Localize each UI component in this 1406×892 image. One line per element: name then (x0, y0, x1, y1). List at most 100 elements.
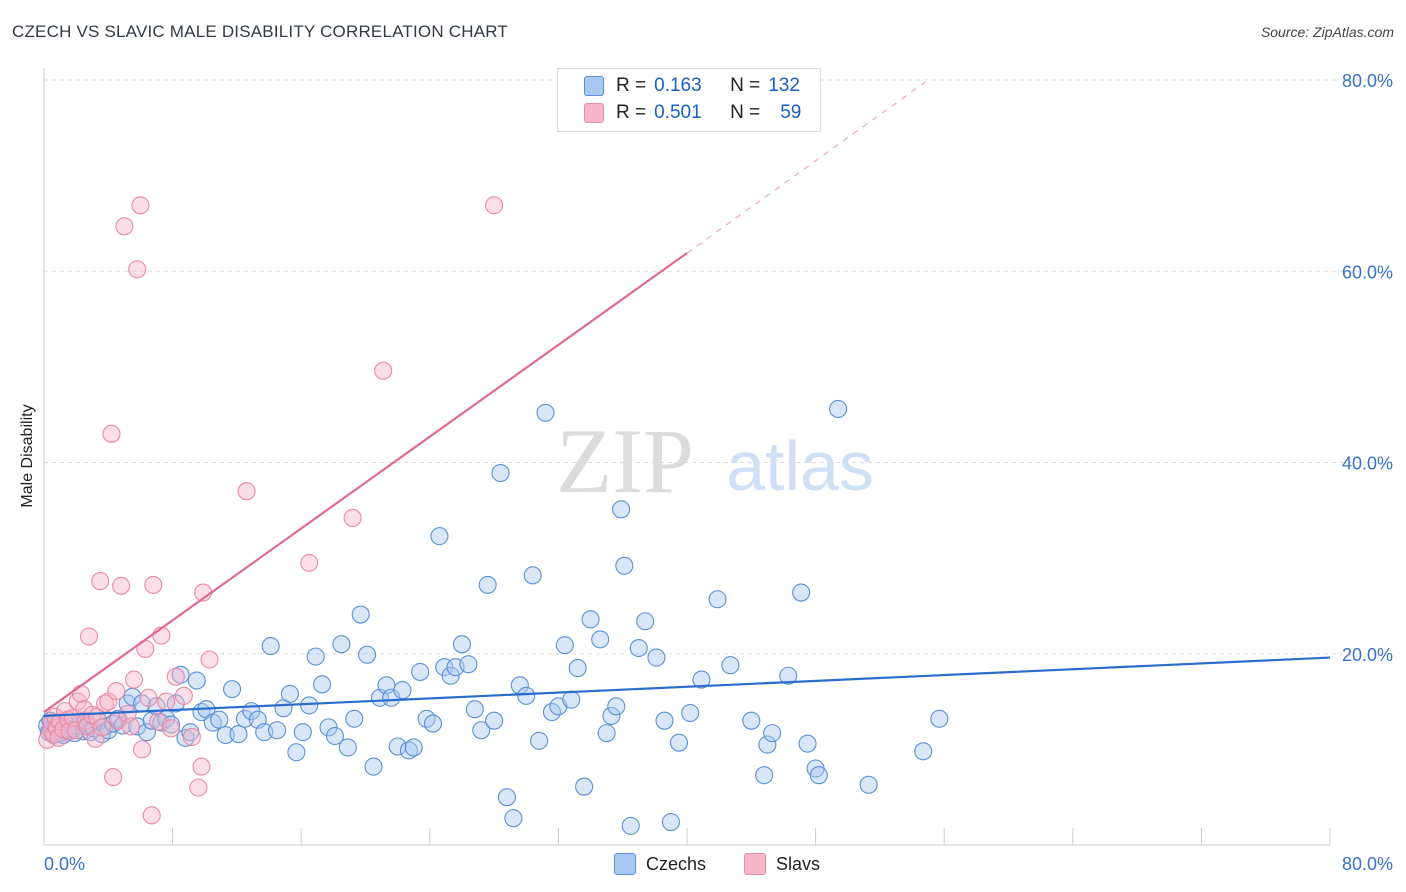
slavs-swatch (584, 103, 604, 123)
czech-point (536, 403, 555, 422)
slav-point (139, 688, 158, 707)
slavs-legend-swatch (744, 853, 766, 875)
czech-point (287, 743, 306, 762)
watermark-atlas: atlas (726, 427, 874, 505)
czech-point (441, 666, 460, 685)
series-slavs (38, 196, 504, 825)
czech-point (423, 714, 443, 733)
czech-point (176, 728, 195, 747)
czech-point (388, 737, 407, 756)
czech-point (465, 700, 484, 719)
slav-point (189, 778, 208, 797)
slav-point (107, 681, 126, 701)
n-value: 132 (768, 75, 800, 96)
czech-point (268, 721, 287, 740)
watermark-zip: ZIP (556, 410, 694, 512)
y-tick-label: 20.0% (1342, 645, 1393, 665)
slav-point (192, 757, 211, 776)
czech-point (187, 671, 206, 690)
slav-point (142, 806, 161, 825)
czech-point (669, 733, 689, 752)
slav-point (71, 684, 91, 703)
czech-point (235, 709, 254, 728)
r-value: 0.163 (654, 75, 702, 96)
slav-point (60, 722, 79, 741)
slav-point (182, 727, 201, 746)
slav-point (133, 740, 152, 759)
czech-point (364, 757, 383, 776)
source-credit: Source: ZipAtlas.com (1260, 24, 1394, 40)
czech-point (692, 670, 711, 689)
slav-point (92, 718, 111, 737)
legend-item-czechs[interactable]: Czechs (614, 852, 706, 876)
czech-point (575, 777, 594, 796)
czech-point (313, 675, 332, 694)
slav-point (161, 719, 181, 738)
czech-point (223, 680, 242, 699)
czech-point (629, 638, 648, 658)
n-label: N = (730, 102, 761, 123)
czech-point (137, 723, 156, 742)
slav-point (86, 729, 105, 748)
x-tick-label-min: 0.0% (44, 854, 85, 874)
czech-point (681, 703, 700, 723)
series-czechs (38, 399, 949, 835)
stats-legend: R = 0.163 N = 132 R = 0.501 N = 59 (557, 68, 821, 132)
czech-point (621, 816, 640, 835)
slav-point (128, 260, 147, 279)
czech-point (430, 527, 449, 546)
watermark: ZIP atlas (556, 410, 874, 512)
slav-point (104, 768, 123, 787)
slav-point (91, 572, 110, 591)
y-tick-label: 60.0% (1342, 262, 1393, 282)
chart-title: CZECH VS SLAVIC MALE DISABILITY CORRELAT… (12, 22, 508, 41)
slav-point (374, 361, 393, 380)
slav-point (200, 650, 219, 669)
slav-point (237, 482, 256, 501)
czech-point (829, 399, 848, 419)
slav-point (300, 553, 319, 572)
slav-point (121, 717, 140, 736)
czech-point (792, 583, 811, 602)
czech-point (517, 686, 536, 705)
czech-point (523, 566, 542, 585)
czech-point (504, 809, 523, 828)
r-label: R = (616, 102, 647, 123)
czech-point (485, 711, 504, 730)
czech-point (798, 734, 817, 753)
r-value: 0.501 (654, 102, 702, 123)
y-tick-label: 80.0% (1342, 71, 1393, 91)
czech-point (491, 463, 510, 483)
czech-point (930, 709, 949, 728)
slav-point (102, 424, 121, 443)
czech-point (351, 605, 370, 624)
tick-labels: 20.0% 40.0% 60.0% 80.0% 0.0% 80.0% (44, 71, 1393, 874)
czechs-trend-line (43, 656, 1331, 718)
czech-point (530, 731, 549, 750)
czech-point (581, 610, 600, 629)
czechs-legend-swatch (614, 853, 636, 875)
slav-point (67, 721, 86, 740)
czech-point (742, 711, 761, 730)
legend-row-slavs: R = 0.501 N = 59 (584, 102, 802, 124)
n-value: 59 (780, 102, 802, 123)
czech-point (210, 710, 229, 729)
czech-point (358, 645, 377, 664)
czech-point (411, 662, 430, 681)
slavs-trend-extension (686, 79, 929, 254)
slav-point (174, 686, 193, 705)
czech-point (404, 738, 423, 757)
czech-point (472, 721, 491, 740)
czech-point (393, 681, 412, 700)
czech-point (655, 711, 674, 730)
legend-item-slavs[interactable]: Slavs (744, 852, 820, 876)
czech-point (345, 709, 364, 728)
slav-point (115, 217, 134, 236)
czech-point (755, 766, 774, 785)
czech-point (708, 590, 727, 609)
czech-point (399, 741, 418, 760)
czech-point (914, 742, 933, 761)
czech-point (229, 725, 248, 744)
czech-point (758, 735, 777, 754)
